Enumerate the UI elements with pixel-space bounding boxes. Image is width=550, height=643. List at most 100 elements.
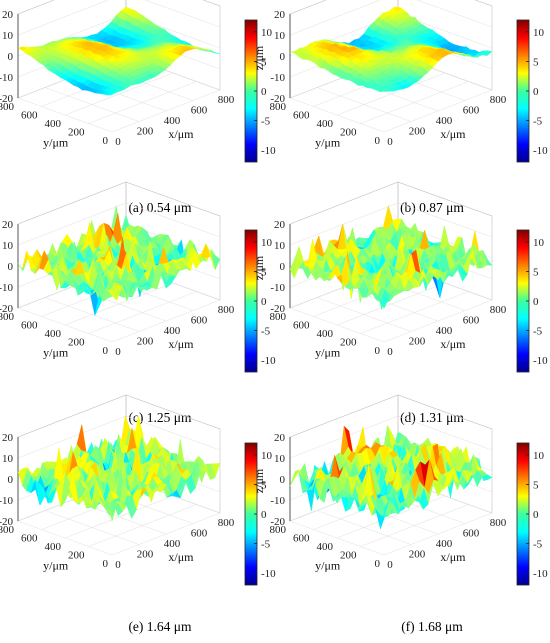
colorbar-tick-label: 0 bbox=[261, 86, 267, 98]
x-tick-label: 0 bbox=[387, 136, 393, 148]
z-tick-label: 20 bbox=[274, 9, 286, 21]
z-tick-label: 0 bbox=[8, 51, 14, 63]
colorbar-tick-label: 10 bbox=[261, 237, 273, 249]
colorbar bbox=[517, 20, 529, 162]
y-tick-label: 0 bbox=[375, 558, 381, 570]
z-tick-label: 10 bbox=[2, 30, 14, 42]
surface-panel: 20100-10-20z/μm0200400600800x/μm02004006… bbox=[252, 394, 548, 634]
y-tick-label: 400 bbox=[317, 541, 334, 553]
x-tick-label: 600 bbox=[463, 315, 480, 327]
y-axis-label: y/μm bbox=[43, 559, 69, 573]
z-tick-label: -10 bbox=[0, 282, 13, 294]
x-tick-label: 400 bbox=[164, 325, 181, 337]
y-axis-label: y/μm bbox=[315, 346, 341, 360]
colorbar-tick-label: -10 bbox=[261, 355, 276, 367]
y-tick-label: 200 bbox=[68, 337, 85, 349]
y-tick-label: 600 bbox=[293, 320, 310, 332]
y-tick-label: 800 bbox=[0, 524, 15, 536]
colorbar-tick-label: 0 bbox=[533, 296, 539, 308]
colorbar-tick-label: 10 bbox=[533, 450, 545, 462]
y-axis-label: y/μm bbox=[315, 559, 341, 573]
surface-panel: 20100-10-20z/μm0200400600800x/μm02004006… bbox=[0, 181, 276, 425]
x-tick-label: 800 bbox=[218, 304, 235, 316]
z-tick-label: 10 bbox=[274, 453, 286, 465]
wall-gridline bbox=[17, 202, 221, 246]
x-axis-label: x/μm bbox=[440, 337, 466, 351]
x-tick-label: 600 bbox=[463, 528, 480, 540]
z-tick-label: -10 bbox=[0, 495, 13, 507]
colorbar bbox=[517, 230, 529, 372]
x-tick-label: 0 bbox=[115, 346, 121, 358]
floor-gridline bbox=[336, 282, 446, 326]
colorbar bbox=[245, 230, 257, 372]
colorbar-tick-label: -10 bbox=[533, 355, 548, 367]
x-tick-label: 800 bbox=[218, 94, 235, 106]
z-tick-label: 10 bbox=[2, 240, 14, 252]
y-axis-label: y/μm bbox=[43, 136, 69, 150]
z-tick-label: -20 bbox=[0, 303, 13, 315]
y-tick-label: 200 bbox=[340, 127, 357, 139]
z-tick-label: 20 bbox=[274, 219, 286, 231]
z-tick-label: -10 bbox=[0, 72, 13, 84]
x-tick-label: 600 bbox=[191, 105, 208, 117]
colorbar-tick-label: 10 bbox=[533, 27, 545, 39]
x-tick-label: 600 bbox=[463, 105, 480, 117]
z-tick-label: 20 bbox=[274, 432, 286, 444]
z-tick-label: 0 bbox=[280, 474, 286, 486]
y-tick-label: 800 bbox=[270, 524, 287, 536]
colorbar-tick-label: 0 bbox=[261, 509, 267, 521]
y-tick-label: 400 bbox=[45, 541, 62, 553]
surface-panel: 20100-10-20z/μm0200400600800x/μm02004006… bbox=[0, 0, 276, 215]
z-tick-label: -20 bbox=[0, 93, 13, 105]
colorbar-tick-label: -5 bbox=[533, 116, 543, 128]
colorbar-tick-label: -10 bbox=[533, 145, 548, 157]
y-tick-label: 800 bbox=[270, 101, 287, 113]
panel-caption: (b) 0.87 μm bbox=[400, 200, 464, 215]
x-axis-label: x/μm bbox=[440, 127, 466, 141]
wall-gridline bbox=[289, 202, 493, 246]
x-tick-label: 0 bbox=[115, 559, 121, 571]
z-tick-label: 20 bbox=[2, 219, 14, 231]
z-tick-label: 0 bbox=[8, 474, 14, 486]
z-tick-label: 20 bbox=[2, 432, 14, 444]
colorbar-tick-label: 5 bbox=[533, 56, 539, 68]
y-tick-label: 400 bbox=[45, 118, 62, 130]
panel-caption: (f) 1.68 μm bbox=[401, 619, 463, 634]
x-tick-label: 800 bbox=[490, 304, 507, 316]
y-tick-label: 600 bbox=[21, 110, 38, 122]
colorbar bbox=[245, 443, 257, 585]
x-tick-label: 400 bbox=[436, 115, 453, 127]
x-tick-label: 200 bbox=[137, 336, 154, 348]
colorbar-tick-label: 5 bbox=[261, 479, 267, 491]
x-axis-label: x/μm bbox=[168, 550, 194, 564]
z-tick-label: -20 bbox=[270, 93, 285, 105]
surface-patch bbox=[379, 298, 390, 309]
y-tick-label: 400 bbox=[317, 118, 334, 130]
x-tick-label: 600 bbox=[191, 315, 208, 327]
colorbar-tick-label: -10 bbox=[261, 145, 276, 157]
x-tick-label: 0 bbox=[115, 136, 121, 148]
surface-patch bbox=[379, 90, 389, 92]
z-tick-label: 0 bbox=[280, 51, 286, 63]
z-tick-label: 0 bbox=[280, 261, 286, 273]
y-tick-label: 200 bbox=[340, 550, 357, 562]
floor-gridline bbox=[64, 282, 174, 326]
x-tick-label: 400 bbox=[436, 325, 453, 337]
x-tick-label: 0 bbox=[387, 559, 393, 571]
x-tick-label: 600 bbox=[191, 528, 208, 540]
z-tick-label: -20 bbox=[270, 516, 285, 528]
colorbar-tick-label: -5 bbox=[261, 326, 271, 338]
wall-gridline bbox=[17, 0, 221, 36]
y-tick-label: 400 bbox=[317, 328, 334, 340]
wall-gridline bbox=[289, 0, 493, 36]
z-tick-label: -20 bbox=[270, 303, 285, 315]
y-axis-label: y/μm bbox=[315, 136, 341, 150]
x-tick-label: 200 bbox=[409, 549, 426, 561]
surface-patch bbox=[107, 498, 118, 522]
colorbar-tick-label: -10 bbox=[533, 568, 548, 580]
x-tick-label: 200 bbox=[409, 336, 426, 348]
x-tick-label: 200 bbox=[137, 126, 154, 138]
z-tick-label: 10 bbox=[274, 30, 286, 42]
x-tick-label: 200 bbox=[137, 549, 154, 561]
